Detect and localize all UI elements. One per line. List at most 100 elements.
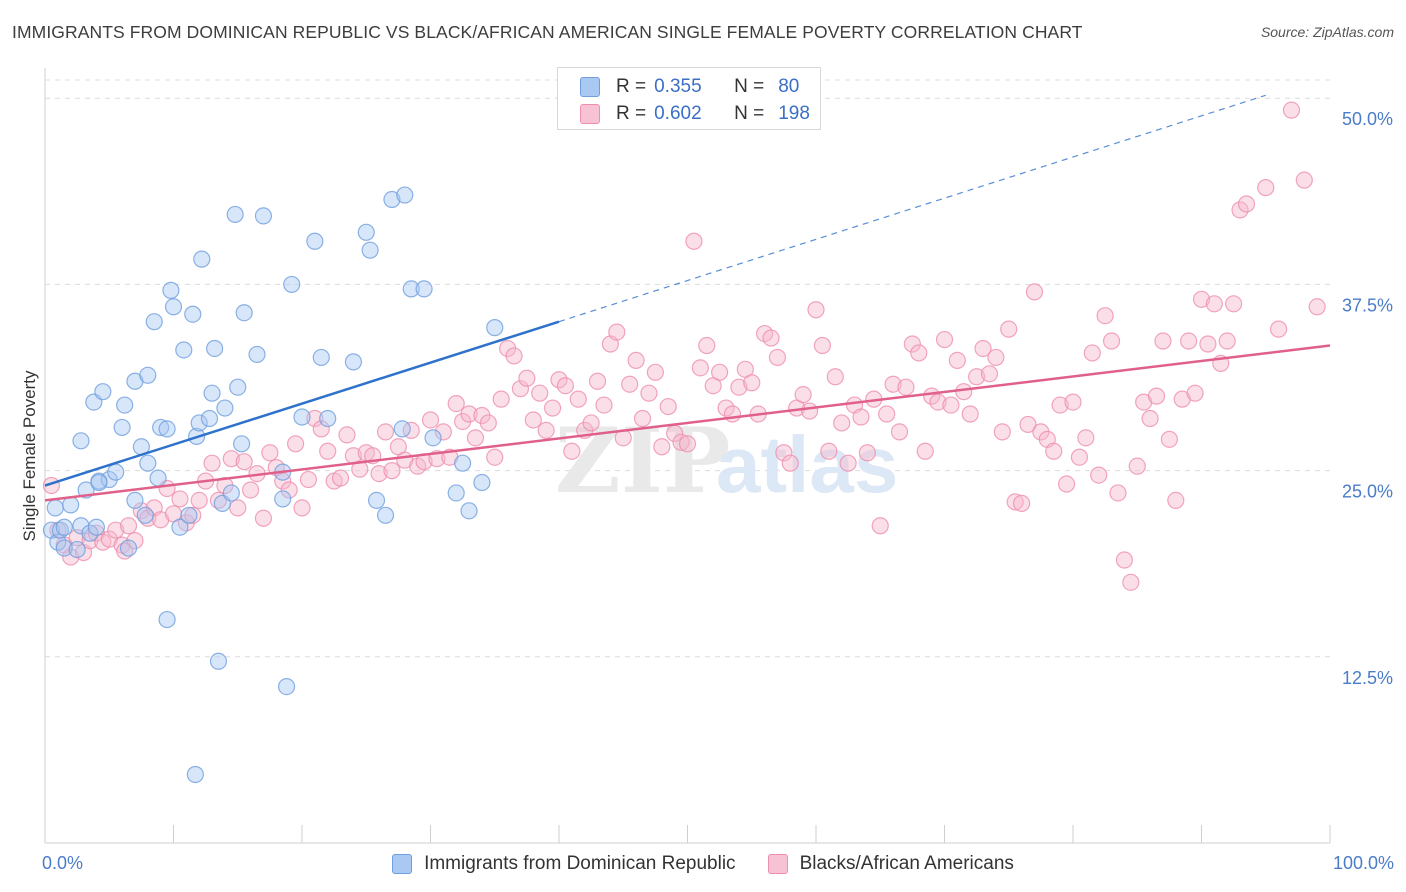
- data-point-pink: [299, 470, 318, 489]
- data-point-pink: [434, 423, 452, 441]
- data-point-pink: [820, 442, 838, 460]
- data-point-pink: [942, 396, 960, 414]
- data-point-pink: [1154, 332, 1172, 350]
- data-point-blue: [277, 677, 296, 696]
- legend-row-blue: R = 0.355 N = 80: [580, 75, 799, 99]
- data-point-pink: [884, 375, 902, 393]
- data-point-pink: [961, 405, 979, 423]
- data-point-pink: [1012, 494, 1031, 512]
- data-point-blue: [424, 429, 442, 447]
- data-point-blue: [460, 502, 478, 520]
- data-point-pink: [1109, 484, 1127, 502]
- data-point-pink: [466, 429, 485, 447]
- data-point-blue: [361, 241, 379, 259]
- source-note: Source: ZipAtlas.com: [1260, 24, 1394, 40]
- data-point-pink: [505, 347, 523, 365]
- series-swatch-pink: [767, 854, 788, 874]
- data-point-pink: [800, 402, 819, 420]
- data-point-pink: [1000, 320, 1018, 338]
- data-point-pink: [762, 329, 780, 347]
- data-point-blue: [184, 305, 202, 323]
- data-point-pink: [1115, 551, 1134, 569]
- data-point-blue: [126, 491, 144, 510]
- data-point-pink: [1128, 457, 1146, 475]
- data-point-pink: [929, 393, 947, 411]
- legend-n-label: N =: [734, 76, 765, 97]
- data-point-blue: [46, 499, 64, 517]
- data-point-blue: [190, 414, 208, 432]
- data-point-blue: [139, 366, 157, 384]
- data-point-pink: [460, 405, 478, 423]
- data-point-pink: [781, 454, 799, 472]
- data-point-pink: [582, 414, 600, 432]
- chart-title: IMMIGRANTS FROM DOMINICAN REPUBLIC VS BL…: [12, 22, 1083, 42]
- data-point-pink: [1225, 295, 1243, 313]
- data-point-pink: [1019, 415, 1037, 434]
- data-point-blue: [229, 378, 247, 396]
- data-point-pink: [878, 405, 896, 423]
- data-point-pink: [1122, 573, 1140, 591]
- data-point-pink: [1295, 171, 1313, 189]
- data-point-blue: [158, 610, 176, 629]
- data-point-pink: [691, 359, 709, 377]
- data-point-pink: [775, 444, 793, 462]
- data-point-pink: [839, 454, 857, 472]
- legend-n-value: 80: [778, 76, 800, 97]
- data-point-blue: [283, 275, 301, 294]
- data-point-blue: [94, 383, 112, 401]
- data-point-pink: [903, 335, 921, 353]
- data-point-pink: [139, 509, 157, 527]
- data-point-pink: [858, 444, 877, 462]
- data-point-pink: [171, 490, 189, 508]
- data-point-pink: [203, 454, 221, 472]
- series-pink-points: [42, 101, 1326, 591]
- data-point-blue: [209, 652, 228, 670]
- data-point-pink: [743, 374, 761, 392]
- data-point-blue: [113, 418, 131, 437]
- data-point-blue: [376, 506, 395, 524]
- data-point-pink: [1096, 307, 1114, 325]
- series-name-blue: Immigrants from Dominican Republic: [424, 853, 736, 874]
- data-point-blue: [393, 420, 411, 438]
- data-point-pink: [1083, 344, 1101, 362]
- data-point-pink: [1051, 396, 1069, 414]
- data-point-pink: [813, 336, 832, 355]
- data-point-pink: [1237, 195, 1256, 213]
- data-point-pink: [184, 506, 202, 524]
- data-point-pink: [261, 444, 279, 462]
- data-point-blue: [226, 205, 244, 224]
- data-point-blue: [68, 540, 86, 559]
- data-point-pink: [833, 414, 851, 432]
- data-point-pink: [871, 517, 889, 535]
- data-point-pink: [531, 384, 549, 402]
- data-point-blue: [55, 539, 73, 557]
- data-point-blue: [274, 490, 292, 508]
- data-point-blue: [473, 473, 491, 492]
- data-point-pink: [351, 460, 369, 478]
- data-point-pink: [312, 420, 330, 438]
- data-point-blue: [158, 420, 176, 438]
- data-point-blue: [193, 250, 211, 268]
- data-point-pink: [1180, 332, 1198, 350]
- data-point-pink: [1077, 429, 1095, 447]
- data-point-pink: [1064, 393, 1082, 411]
- y-axis-label: Single Female Poverty: [20, 370, 39, 542]
- data-point-pink: [1102, 332, 1121, 350]
- data-point-pink: [229, 499, 247, 517]
- data-point-blue: [383, 190, 401, 209]
- x-tick-label-min: 0.0%: [42, 853, 84, 873]
- data-point-pink: [319, 442, 337, 460]
- data-point-pink: [910, 344, 928, 362]
- data-point-pink: [254, 509, 273, 527]
- watermark-atlas: atlas: [716, 420, 898, 509]
- data-point-blue: [81, 524, 99, 542]
- data-point-pink: [1045, 442, 1063, 460]
- data-point-pink: [1141, 409, 1159, 428]
- data-point-pink: [1282, 101, 1301, 119]
- data-point-pink: [1006, 493, 1024, 511]
- data-point-pink: [646, 363, 664, 381]
- data-point-pink: [563, 442, 581, 460]
- data-point-pink: [511, 380, 530, 398]
- data-point-blue: [357, 223, 375, 241]
- data-point-pink: [897, 378, 915, 396]
